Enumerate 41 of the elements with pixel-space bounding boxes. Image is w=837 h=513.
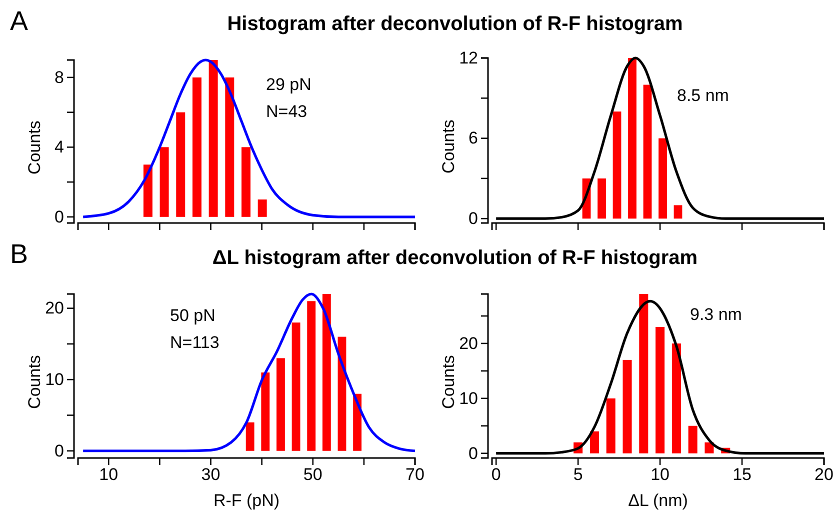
y-tick-label: 10 — [459, 388, 478, 408]
y-tick-label: 0 — [468, 209, 478, 228]
x-tick-label: 50 — [303, 465, 322, 484]
x-axis-title: R-F (pN) — [213, 491, 280, 510]
line-series — [82, 292, 416, 452]
y-axis-title: Counts — [25, 355, 44, 409]
text: A — [10, 6, 28, 36]
chart-title: Histogram after deconvolution of R-F histogram — [227, 13, 683, 35]
y-tick-label: 0 — [54, 207, 64, 226]
x-tick-label: 70 — [406, 465, 424, 484]
x-tick-label: 10 — [99, 465, 118, 484]
y-tick-label: 0 — [54, 441, 64, 460]
x-tick-label: 15 — [732, 465, 752, 484]
y-tick-label: 12 — [459, 48, 478, 68]
y-tick-label: 0 — [468, 444, 478, 463]
y-tick-label: 10 — [45, 370, 64, 390]
y-tick-label: 20 — [45, 298, 64, 318]
x-tick-label: 20 — [814, 465, 834, 484]
x-tick-label: 10 — [650, 465, 670, 484]
line-series — [494, 56, 826, 220]
chart-title: ΔL histogram after deconvolution of R-F histogram — [212, 247, 698, 269]
y-axis-title: Counts — [439, 355, 458, 409]
x-tick-label: 5 — [573, 465, 583, 484]
y-axis-title: Counts — [25, 120, 44, 174]
annotation: 8.5 nm — [677, 86, 729, 105]
y-tick-label: 8 — [54, 68, 64, 87]
annotation: 50 pN — [170, 306, 216, 325]
y-axis-title: Counts — [439, 120, 458, 174]
x-tick-label: 0 — [491, 465, 501, 484]
annotation: N=113 — [170, 333, 220, 352]
line-series — [494, 300, 826, 455]
annotation: 29 pN — [266, 75, 312, 94]
x-tick-label: 30 — [201, 465, 220, 484]
y-tick-label: 20 — [459, 334, 478, 353]
x-axis-title: ΔL (nm) — [628, 491, 688, 510]
annotation: 9.3 nm — [690, 305, 742, 324]
text: B — [10, 239, 28, 269]
annotation: N=43 — [266, 102, 308, 121]
line-series — [82, 58, 416, 218]
y-tick-label: 6 — [468, 128, 478, 148]
y-tick-label: 4 — [54, 138, 64, 157]
